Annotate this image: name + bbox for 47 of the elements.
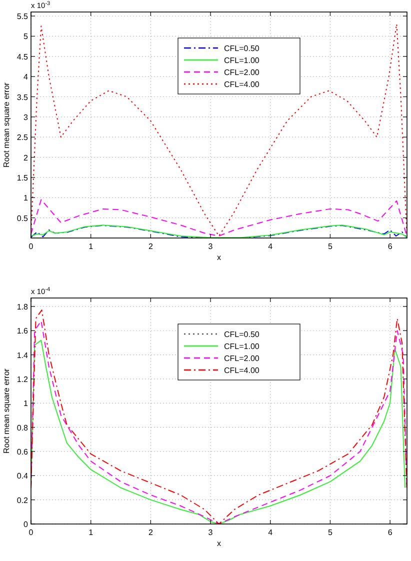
x-tick-label: 6 — [388, 242, 393, 251]
x-tick-label: 5 — [328, 528, 333, 537]
legend-label: CFL=1.00 — [224, 56, 260, 65]
line-series — [31, 199, 407, 236]
y-tick-label: 3 — [24, 112, 29, 122]
y-tick-label: 0.6 — [16, 447, 29, 456]
legend-label: CFL=0.50 — [224, 44, 260, 53]
x-tick-label: 2 — [148, 242, 154, 251]
x-tick-label: 3 — [208, 528, 214, 537]
line-series — [31, 24, 407, 236]
x-tick-label: 2 — [148, 528, 154, 537]
y-tick-label: 2 — [24, 153, 29, 162]
y-tick-label: 4.5 — [16, 52, 29, 62]
x-tick-label: 6 — [388, 528, 393, 537]
y-tick-label: 1.8 — [16, 302, 29, 312]
legend-label: CFL=1.00 — [224, 342, 260, 351]
legend-label: CFL=4.00 — [224, 366, 260, 375]
y-tick-label: 2.5 — [16, 133, 29, 142]
x-axis-title: x — [217, 253, 221, 262]
y-tick-label: 5 — [24, 32, 29, 42]
y-tick-label: 1.5 — [16, 173, 29, 182]
y-tick-label: 0.8 — [16, 423, 29, 432]
x-tick-label: 4 — [268, 528, 274, 537]
y-tick-label: 0 — [24, 520, 29, 529]
y-tick-label: 3.5 — [16, 92, 29, 102]
y-tick-label: 1.4 — [16, 350, 29, 360]
y-tick-label: 1.2 — [16, 374, 29, 384]
x-tick-label: 3 — [208, 242, 214, 251]
legend-label: CFL=2.00 — [224, 68, 260, 77]
y-tick-label: 4 — [24, 72, 29, 82]
legend-label: CFL=4.00 — [224, 80, 260, 89]
legend-label: CFL=2.00 — [224, 354, 260, 363]
y-tick-label: 1 — [24, 399, 29, 408]
x-tick-label: 5 — [328, 242, 333, 251]
y-tick-label: 5.5 — [16, 12, 29, 22]
x-tick-label: 4 — [268, 242, 274, 251]
y-axis-title: Root mean square error — [2, 368, 11, 454]
x-tick-label: 1 — [88, 528, 94, 537]
y-tick-label: 1.6 — [16, 326, 29, 336]
y-tick-label: 0.5 — [16, 214, 29, 223]
x-tick-label: 1 — [88, 242, 94, 251]
legend-label: CFL=0.50 — [224, 330, 260, 339]
y-tick-label: 1 — [24, 194, 29, 203]
y-tick-label: 0.2 — [16, 496, 29, 505]
y-axis-title: Root mean square error — [2, 82, 11, 168]
x-axis-title: x — [217, 539, 221, 548]
y-tick-label: 0.4 — [16, 472, 29, 481]
